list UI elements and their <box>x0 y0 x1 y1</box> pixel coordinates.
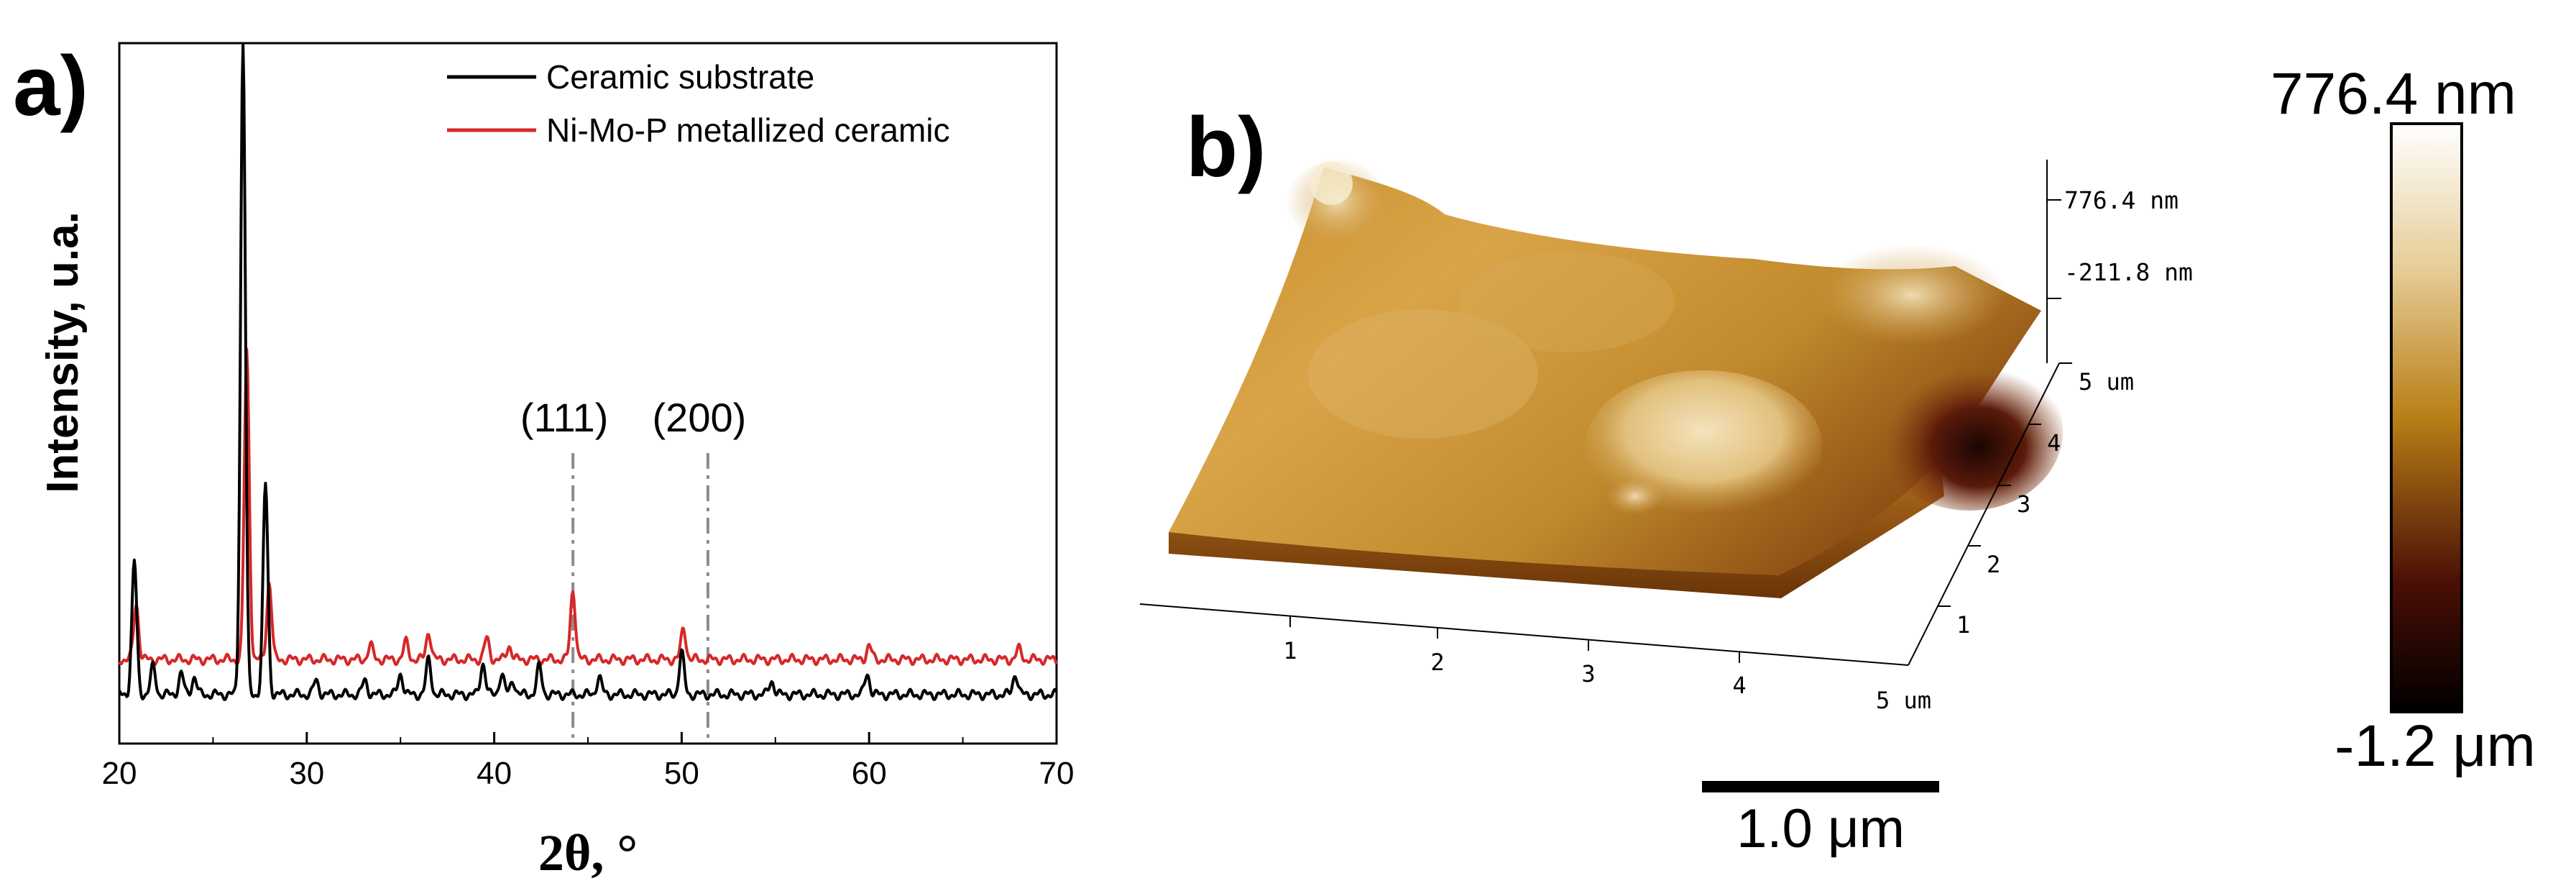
x-tick-label-4: 60 <box>852 756 887 791</box>
afm-y-tick-3: 3 <box>2017 490 2030 518</box>
afm-x-tick-5: 5 um <box>1876 687 1931 714</box>
reference-label-0: (111) <box>520 395 608 440</box>
y-axis-label: Intensity, u.a. <box>38 211 88 493</box>
series-line-1 <box>118 347 1058 667</box>
colorbar <box>2390 122 2463 713</box>
reference-label-1: (200) <box>653 395 747 440</box>
afm-y-tick-1: 1 <box>1956 611 1970 639</box>
afm-x-tick-1: 1 <box>1283 637 1297 664</box>
x-tick-label-2: 40 <box>477 756 512 791</box>
x-tick-label-1: 30 <box>289 756 324 791</box>
z-mid-label: -211.8 nm <box>2064 258 2193 286</box>
x-tick-label-3: 50 <box>664 756 699 791</box>
data-series <box>118 42 1058 702</box>
panel-a-label: a) <box>13 39 88 134</box>
scale-bar <box>1702 781 1939 792</box>
afm-axes <box>1139 160 2072 666</box>
series-line-0 <box>118 42 1058 702</box>
legend-label-nimop: Ni-Mo-P metallized ceramic <box>546 111 950 149</box>
colorbar-min-label: -1.2 μm <box>2334 713 2536 779</box>
afm-3d-surface <box>1169 158 2063 598</box>
colorbar-max-label: 776.4 nm <box>2271 61 2516 127</box>
x-axis: 20 30 40 50 60 70 <box>102 732 1075 791</box>
afm-x-tick-2: 2 <box>1430 649 1444 676</box>
x-axis-label: 2θ, ° <box>538 824 638 882</box>
afm-x-tick-3: 3 <box>1581 660 1595 687</box>
panel-b: b) <box>1139 61 2536 859</box>
afm-x-tick-4: 4 <box>1732 672 1746 699</box>
legend-label-ceramic: Ceramic substrate <box>546 58 814 96</box>
x-tick-label-5: 70 <box>1039 756 1075 791</box>
afm-y-tick-5: 5 um <box>2079 368 2134 396</box>
afm-y-tick-4: 4 <box>2047 429 2061 457</box>
x-tick-label-0: 20 <box>102 756 137 791</box>
panel-b-label: b) <box>1186 100 1266 195</box>
scale-bar-label: 1.0 μm <box>1736 798 1905 859</box>
afm-y-tick-2: 2 <box>1987 551 2000 578</box>
legend: Ceramic substrate Ni-Mo-P metallized cer… <box>447 58 950 149</box>
z-max-label: 776.4 nm <box>2064 186 2179 214</box>
panel-a: a) Intensity, u.a. 20 30 40 50 60 70 2θ, ° (1… <box>13 39 1074 882</box>
